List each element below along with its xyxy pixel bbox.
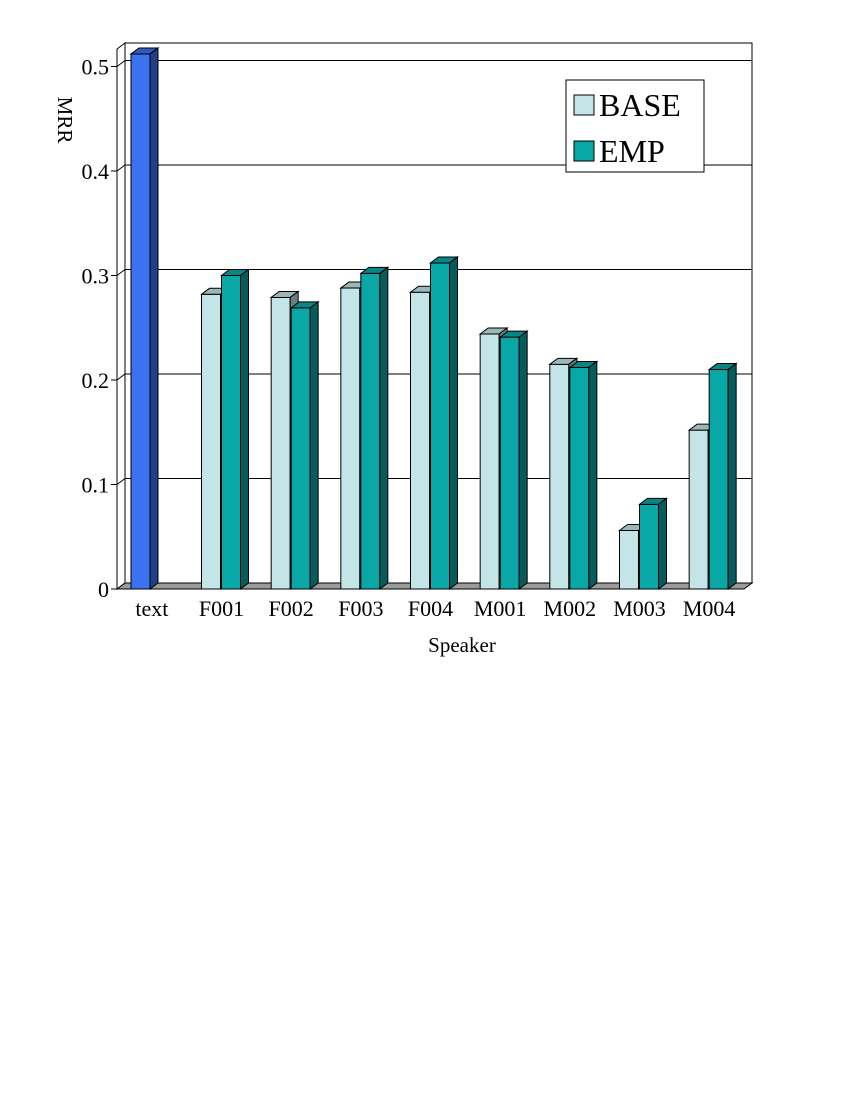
axes: 0 0.1 0.2 0.3 0.4 0.5 text F001 F002 F003 F004 M001… [82, 49, 744, 621]
x-tick-label: M001 [474, 596, 527, 621]
bar-emp-m004 [707, 362, 738, 590]
bar-emp-f003-front [360, 272, 381, 590]
x-tick-label: M004 [683, 596, 736, 621]
y-tick-label: 0.5 [82, 55, 110, 80]
gridline-depth [116, 164, 126, 172]
legend: BASE EMP [565, 79, 705, 173]
bar-base-m003-front [619, 529, 639, 590]
y-tick-label: 0.4 [82, 159, 110, 184]
bar-emp-m001-front [499, 336, 520, 590]
bar-base-f003-front [340, 287, 361, 590]
bar-text [129, 46, 160, 590]
bar-emp-f002-side [309, 300, 319, 590]
y-axis-title: MRR [53, 97, 77, 144]
bar-base-f002-front [270, 296, 291, 590]
gridline-depth [116, 269, 126, 276]
bar-emp-f004-front [430, 262, 450, 590]
x-axis-title: Speaker [428, 633, 496, 657]
gridline-depth [116, 60, 126, 67]
bar-emp-f001-front [221, 275, 241, 590]
x-tick-label: M002 [544, 596, 597, 621]
bar-emp-f001 [220, 268, 250, 590]
plot-side-wall [116, 42, 126, 590]
y-tick-label: 0.2 [82, 368, 110, 393]
bars [129, 46, 738, 590]
bar-base-m001-front [479, 333, 500, 590]
bar-emp-m003 [638, 497, 668, 590]
bar-emp-f003 [359, 266, 390, 590]
bar-base-f001-front [201, 293, 221, 590]
bar-emp-m004-front [708, 369, 729, 590]
bar-emp-m001-side [518, 330, 528, 590]
bar-emp-f002-front [290, 307, 311, 590]
bar-emp-m003-side [658, 497, 667, 590]
x-tick-label: text [135, 596, 168, 621]
bar-emp-f002 [289, 300, 320, 590]
y-tick-label: 0.1 [82, 473, 110, 498]
x-tick-label: F003 [338, 596, 383, 621]
bar-emp-m003-front [639, 503, 659, 590]
bar-emp-m002-side [588, 360, 598, 590]
bar-base-m004-front [688, 429, 709, 590]
gridline-depth [116, 478, 126, 485]
x-tick-label: M003 [613, 596, 666, 621]
bar-emp-m004-side [727, 362, 737, 590]
legend-swatch-base [573, 94, 595, 116]
legend-swatch-emp [573, 140, 595, 162]
bar-emp-m002 [568, 360, 599, 590]
bar-text-side [149, 46, 159, 590]
bar-base-m002-front [549, 363, 570, 590]
x-tick-label: F002 [269, 596, 314, 621]
x-tick-label: F004 [408, 596, 453, 621]
bar-emp-f004-side [449, 255, 458, 590]
legend-label-emp: EMP [599, 133, 665, 169]
bar-base-f004-front [410, 291, 430, 590]
gridline-depth [116, 373, 126, 381]
bar-text-front [130, 53, 151, 590]
legend-label-base: BASE [599, 87, 681, 123]
bar-emp-f003-side [379, 266, 389, 590]
y-tick-label: 0.3 [82, 264, 110, 289]
bar-emp-m001 [498, 330, 529, 590]
y-tick-label: 0 [98, 577, 109, 602]
x-tick-label: F001 [199, 596, 244, 621]
bar-emp-m002-front [569, 366, 590, 590]
bar-emp-f004 [429, 255, 459, 590]
bar-emp-f001-side [240, 268, 249, 590]
